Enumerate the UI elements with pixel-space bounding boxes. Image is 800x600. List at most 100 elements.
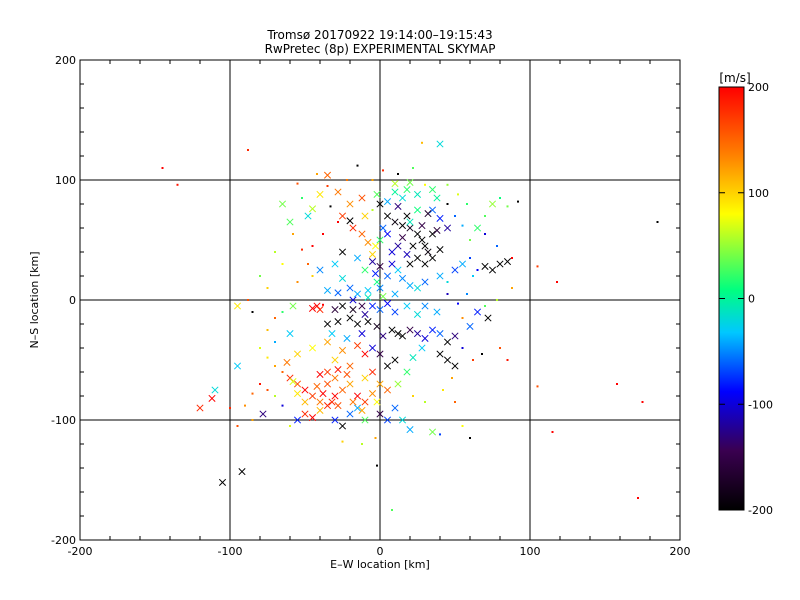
cross-stroke bbox=[346, 200, 354, 208]
cross-marker bbox=[364, 286, 372, 294]
cross-stroke bbox=[473, 224, 482, 232]
cross-stroke bbox=[316, 190, 324, 198]
cross-marker bbox=[413, 254, 422, 262]
dot-marker bbox=[481, 353, 483, 355]
cross-stroke bbox=[436, 246, 444, 254]
x-tick-label: 0 bbox=[377, 545, 384, 558]
cross-stroke bbox=[368, 258, 377, 266]
cross-stroke bbox=[371, 242, 380, 250]
cross-marker bbox=[406, 260, 414, 268]
cross-marker bbox=[388, 326, 396, 334]
colorbar-tick-label: 0 bbox=[748, 293, 755, 306]
dot-marker bbox=[496, 299, 498, 301]
cross-marker bbox=[413, 230, 422, 238]
cross-stroke bbox=[364, 238, 372, 246]
dot-marker bbox=[247, 299, 249, 301]
cross-stroke bbox=[301, 398, 309, 406]
cross-stroke bbox=[406, 218, 414, 226]
cross-marker bbox=[338, 346, 347, 354]
cross-marker bbox=[398, 222, 407, 230]
cross-stroke bbox=[473, 308, 482, 316]
dot-marker bbox=[382, 169, 384, 172]
cross-marker bbox=[301, 398, 309, 406]
cross-marker bbox=[353, 342, 362, 350]
dot-marker bbox=[484, 233, 486, 235]
cross-stroke bbox=[331, 416, 339, 424]
dot-marker bbox=[281, 371, 284, 373]
dot-marker bbox=[296, 281, 299, 283]
cross-stroke bbox=[373, 278, 381, 286]
cross-stroke bbox=[391, 356, 399, 364]
cross-stroke bbox=[488, 266, 497, 274]
cross-marker bbox=[383, 386, 392, 394]
cross-marker bbox=[376, 200, 384, 208]
cross-marker bbox=[301, 410, 309, 418]
y-tick-label: -200 bbox=[51, 534, 76, 547]
cross-marker bbox=[488, 200, 497, 208]
cross-marker bbox=[346, 380, 354, 388]
dot-marker bbox=[506, 205, 509, 208]
cross-stroke bbox=[238, 468, 246, 476]
cross-stroke bbox=[379, 332, 387, 340]
cross-stroke bbox=[343, 334, 351, 342]
cross-stroke bbox=[313, 302, 321, 310]
cross-marker bbox=[406, 426, 414, 434]
cross-stroke bbox=[376, 262, 384, 270]
cross-marker bbox=[391, 404, 399, 412]
cross-stroke bbox=[331, 356, 339, 364]
cross-marker bbox=[424, 210, 432, 218]
cross-stroke bbox=[364, 286, 372, 294]
cross-stroke bbox=[259, 410, 267, 418]
cross-stroke bbox=[343, 370, 351, 378]
cross-stroke bbox=[394, 330, 402, 338]
cross-stroke bbox=[346, 362, 354, 370]
cross-marker bbox=[323, 320, 332, 328]
cross-stroke bbox=[334, 289, 342, 297]
cross-marker bbox=[349, 296, 357, 304]
cross-stroke bbox=[436, 272, 444, 280]
cross-stroke bbox=[323, 171, 332, 179]
cross-marker bbox=[436, 272, 444, 280]
cross-marker bbox=[403, 186, 411, 194]
y-tick-label: 100 bbox=[55, 174, 76, 187]
colorbar-tick-label: -100 bbox=[748, 398, 773, 411]
cross-marker bbox=[358, 194, 366, 202]
cross-stroke bbox=[376, 200, 384, 208]
cross-stroke bbox=[413, 230, 422, 238]
cross-marker bbox=[278, 200, 287, 208]
cross-stroke bbox=[301, 386, 309, 394]
cross-marker bbox=[301, 386, 309, 394]
cross-stroke bbox=[308, 392, 317, 400]
cross-marker bbox=[368, 302, 377, 310]
dot-marker bbox=[461, 425, 464, 427]
cross-marker bbox=[481, 262, 489, 270]
cross-stroke bbox=[349, 296, 357, 304]
cross-marker bbox=[196, 404, 204, 412]
cross-marker bbox=[308, 205, 317, 213]
cross-marker bbox=[328, 330, 336, 338]
cross-marker bbox=[383, 362, 392, 370]
cross-marker bbox=[383, 212, 392, 220]
cross-stroke bbox=[331, 374, 339, 382]
cross-stroke bbox=[433, 308, 441, 316]
cross-stroke bbox=[353, 320, 362, 328]
cross-marker bbox=[313, 382, 321, 390]
dot-marker bbox=[466, 293, 468, 295]
dot-marker bbox=[446, 183, 449, 186]
cross-marker bbox=[443, 356, 452, 364]
cross-marker bbox=[458, 260, 467, 268]
dot-marker bbox=[551, 431, 554, 433]
cross-marker bbox=[289, 378, 297, 386]
cross-stroke bbox=[293, 390, 302, 398]
cross-marker bbox=[433, 226, 441, 234]
cross-stroke bbox=[358, 302, 366, 310]
cross-marker bbox=[208, 394, 216, 402]
cross-marker bbox=[406, 326, 414, 334]
cross-stroke bbox=[398, 332, 407, 340]
cross-stroke bbox=[346, 217, 354, 225]
cross-stroke bbox=[353, 254, 362, 262]
cross-stroke bbox=[323, 286, 332, 294]
cross-stroke bbox=[361, 310, 369, 318]
cross-stroke bbox=[379, 292, 387, 300]
cross-stroke bbox=[406, 326, 414, 334]
